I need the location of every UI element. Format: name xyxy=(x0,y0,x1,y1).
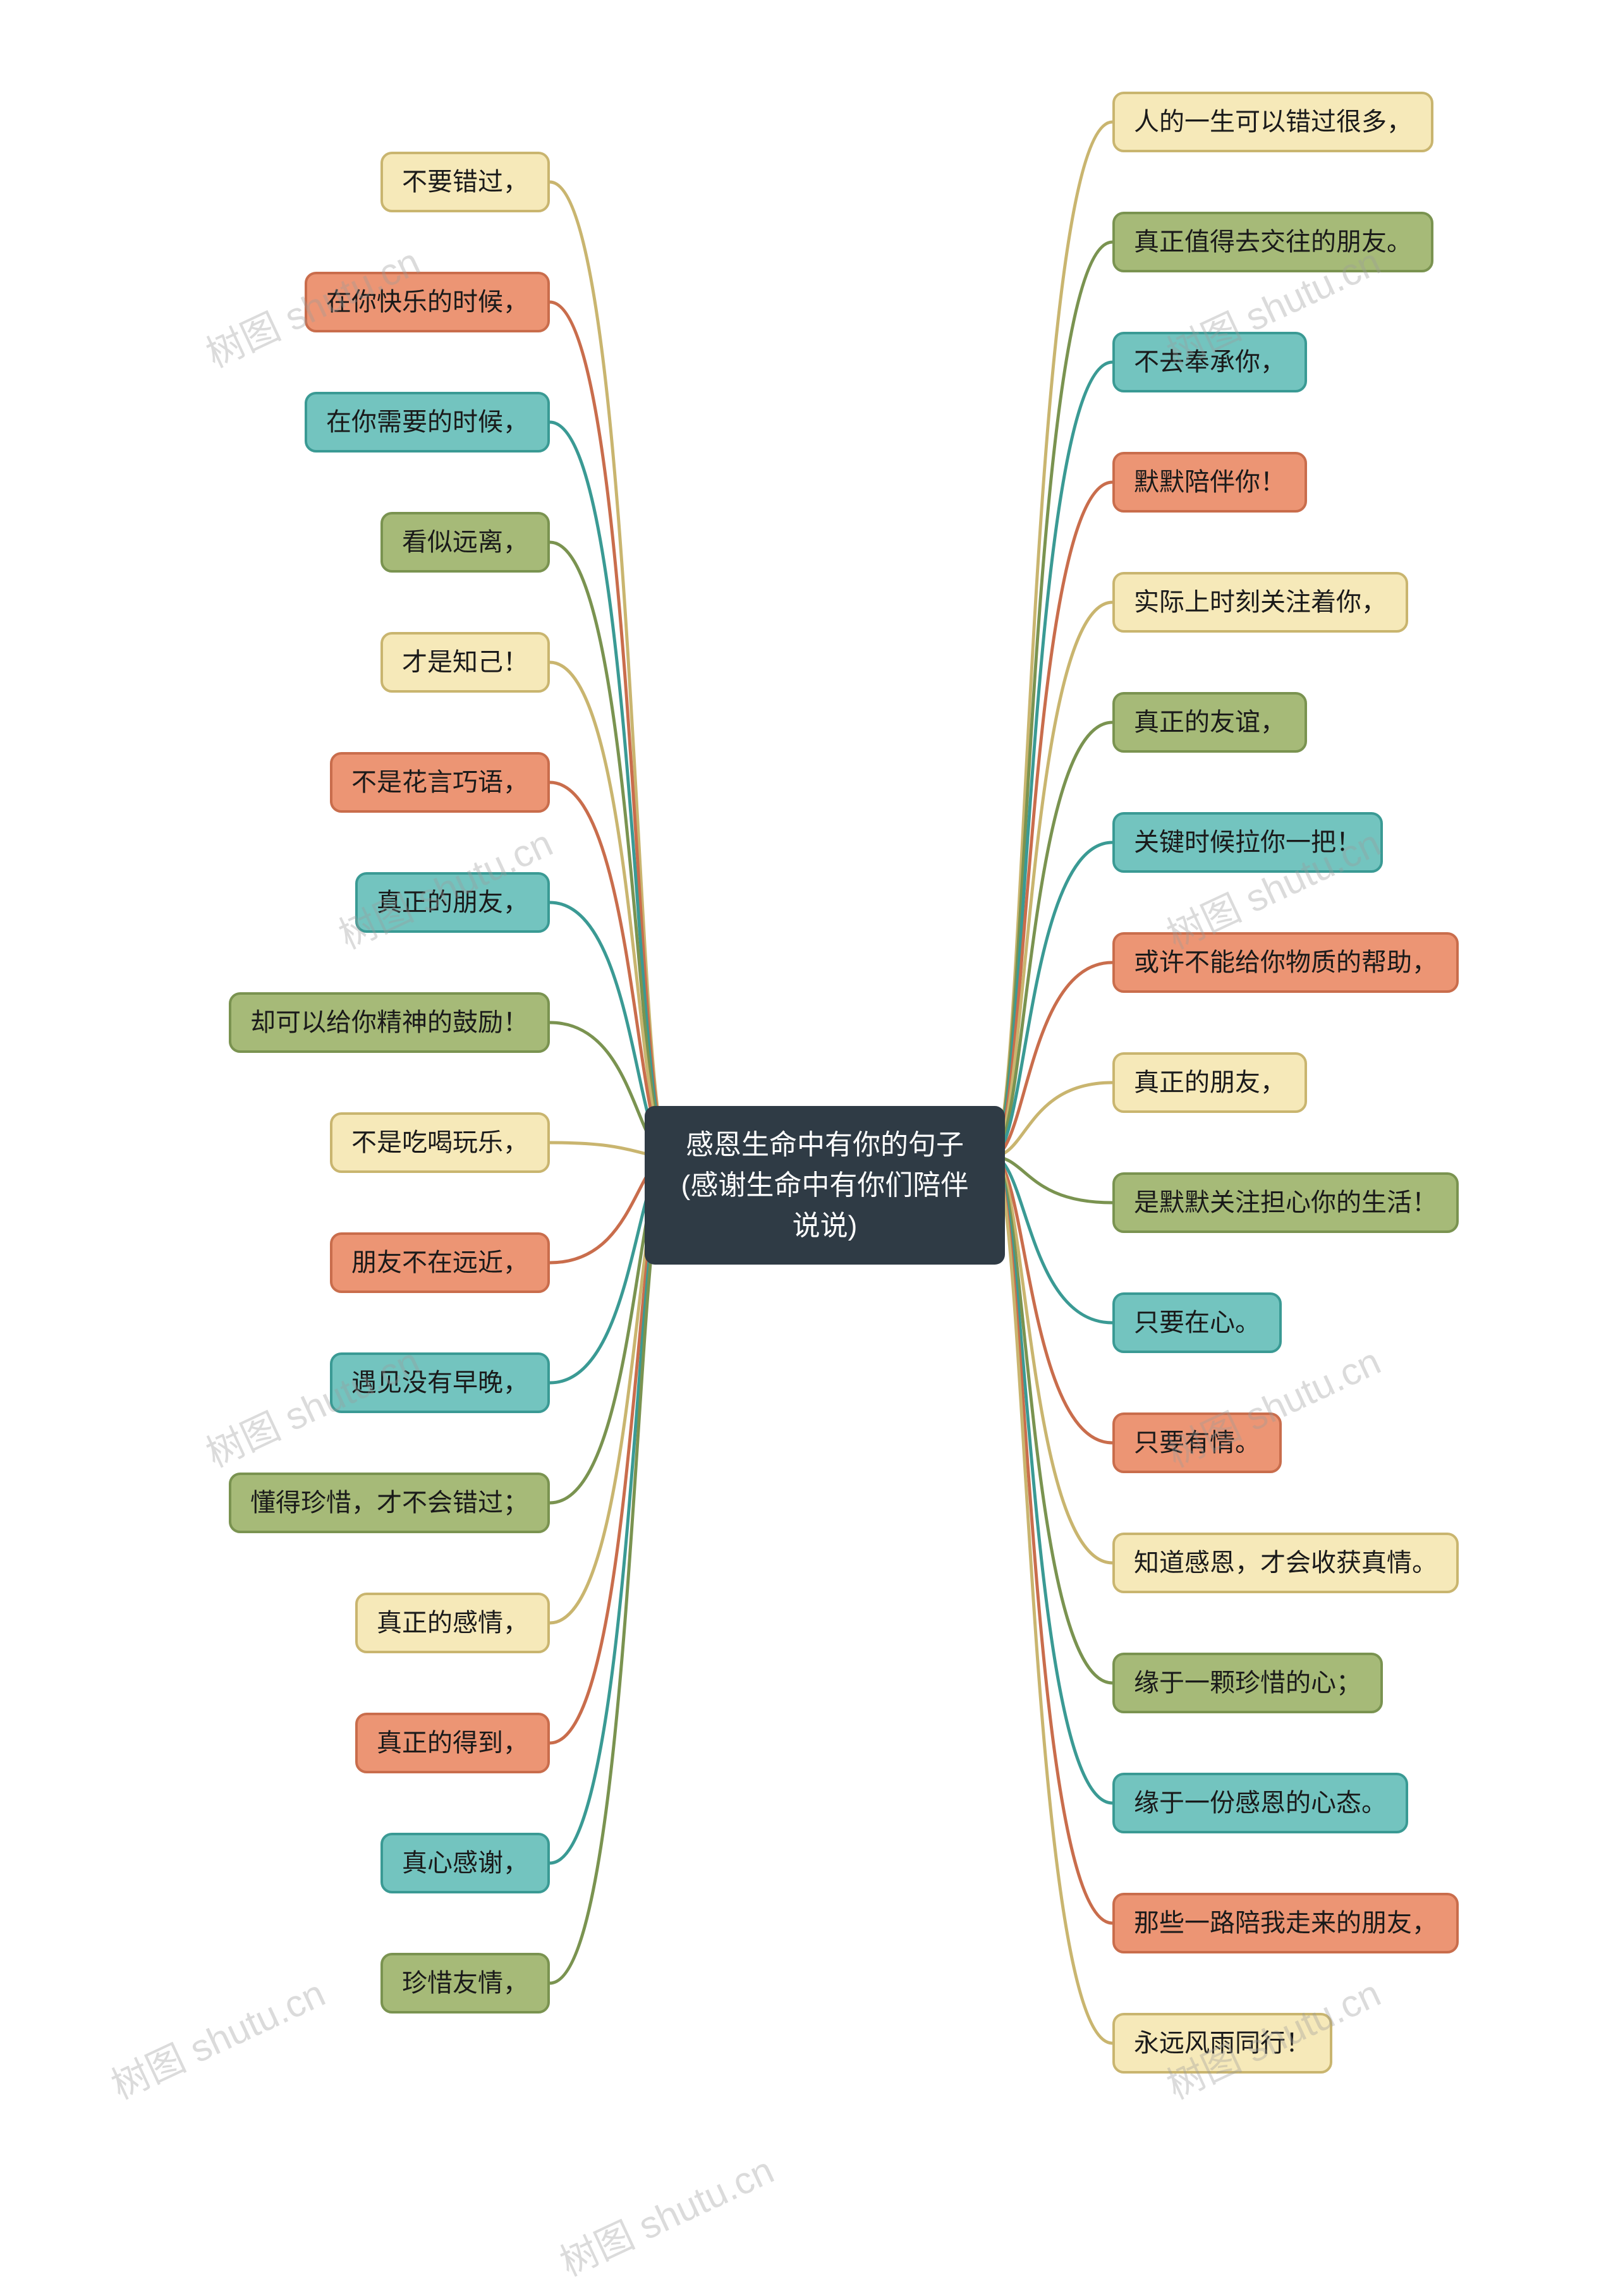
mindmap-leaf: 或许不能给你物质的帮助， xyxy=(1112,932,1459,993)
connector xyxy=(550,1157,670,1983)
connector xyxy=(992,963,1112,1157)
connector xyxy=(992,1157,1112,1923)
mindmap-leaf: 实际上时刻关注着你， xyxy=(1112,572,1408,633)
mindmap-leaf: 真正的朋友， xyxy=(1112,1052,1307,1113)
connector xyxy=(992,1083,1112,1157)
connector xyxy=(992,1157,1112,1803)
mindmap-leaf: 永远风雨同行！ xyxy=(1112,2013,1332,2074)
connector xyxy=(992,1157,1112,1323)
mindmap-leaf: 是默默关注担心你的生活！ xyxy=(1112,1172,1459,1233)
mindmap-leaf: 缘于一颗珍惜的心； xyxy=(1112,1653,1383,1713)
connector xyxy=(992,1157,1112,1683)
mindmap-leaf: 看似远离， xyxy=(380,512,550,573)
connector xyxy=(992,362,1112,1157)
mindmap-leaf: 不是吃喝玩乐， xyxy=(330,1112,550,1173)
connector xyxy=(992,602,1112,1157)
watermark: 树图 shutu.cn xyxy=(550,2140,781,2287)
watermark: 树图 shutu.cn xyxy=(101,1963,332,2110)
connector xyxy=(992,242,1112,1157)
mindmap-stage: 感恩生命中有你的句子(感谢生命中有你们陪伴说说) 不要错过， 在你快乐的时候， 在你需… xyxy=(0,0,1618,2296)
connector xyxy=(992,122,1112,1157)
connector xyxy=(550,542,670,1157)
mindmap-leaf: 真正的朋友， xyxy=(355,872,550,933)
mindmap-leaf: 只要在心。 xyxy=(1112,1292,1282,1353)
mindmap-leaf: 不要错过， xyxy=(380,152,550,212)
mindmap-leaf: 真正的得到， xyxy=(355,1713,550,1773)
mindmap-leaf: 那些一路陪我走来的朋友， xyxy=(1112,1893,1459,1953)
connector xyxy=(992,1157,1112,2043)
connector xyxy=(550,182,670,1157)
connector xyxy=(550,782,670,1157)
connector xyxy=(992,1157,1112,1203)
mindmap-leaf: 知道感恩，才会收获真情。 xyxy=(1112,1533,1459,1593)
mindmap-leaf: 遇见没有早晚， xyxy=(330,1352,550,1413)
connector xyxy=(550,302,670,1157)
connector xyxy=(992,482,1112,1157)
mindmap-leaf: 只要有情。 xyxy=(1112,1412,1282,1473)
mindmap-leaf: 真正值得去交往的朋友。 xyxy=(1112,212,1433,272)
mindmap-leaf: 关键时候拉你一把！ xyxy=(1112,812,1383,873)
connector xyxy=(550,662,670,1157)
mindmap-leaf: 默默陪伴你！ xyxy=(1112,452,1307,513)
mindmap-leaf: 缘于一份感恩的心态。 xyxy=(1112,1773,1408,1833)
mindmap-center: 感恩生命中有你的句子(感谢生命中有你们陪伴说说) xyxy=(645,1106,1005,1265)
mindmap-leaf: 朋友不在远近， xyxy=(330,1232,550,1293)
mindmap-leaf: 懂得珍惜，才不会错过； xyxy=(229,1473,550,1533)
connector xyxy=(992,1157,1112,1443)
mindmap-leaf: 不是花言巧语， xyxy=(330,752,550,813)
mindmap-leaf: 珍惜友情， xyxy=(380,1953,550,2014)
mindmap-leaf: 不去奉承你， xyxy=(1112,332,1307,392)
mindmap-leaf: 人的一生可以错过很多， xyxy=(1112,92,1433,152)
mindmap-leaf: 真心感谢， xyxy=(380,1833,550,1893)
connector xyxy=(992,842,1112,1157)
mindmap-leaf: 在你快乐的时候， xyxy=(305,272,550,332)
mindmap-leaf: 真正的友谊， xyxy=(1112,692,1307,753)
connector xyxy=(550,422,670,1157)
mindmap-leaf: 真正的感情， xyxy=(355,1593,550,1653)
mindmap-leaf: 在你需要的时候， xyxy=(305,392,550,453)
mindmap-leaf: 才是知己！ xyxy=(380,632,550,693)
mindmap-leaf: 却可以给你精神的鼓励！ xyxy=(229,992,550,1053)
connector xyxy=(992,722,1112,1157)
connector xyxy=(992,1157,1112,1563)
